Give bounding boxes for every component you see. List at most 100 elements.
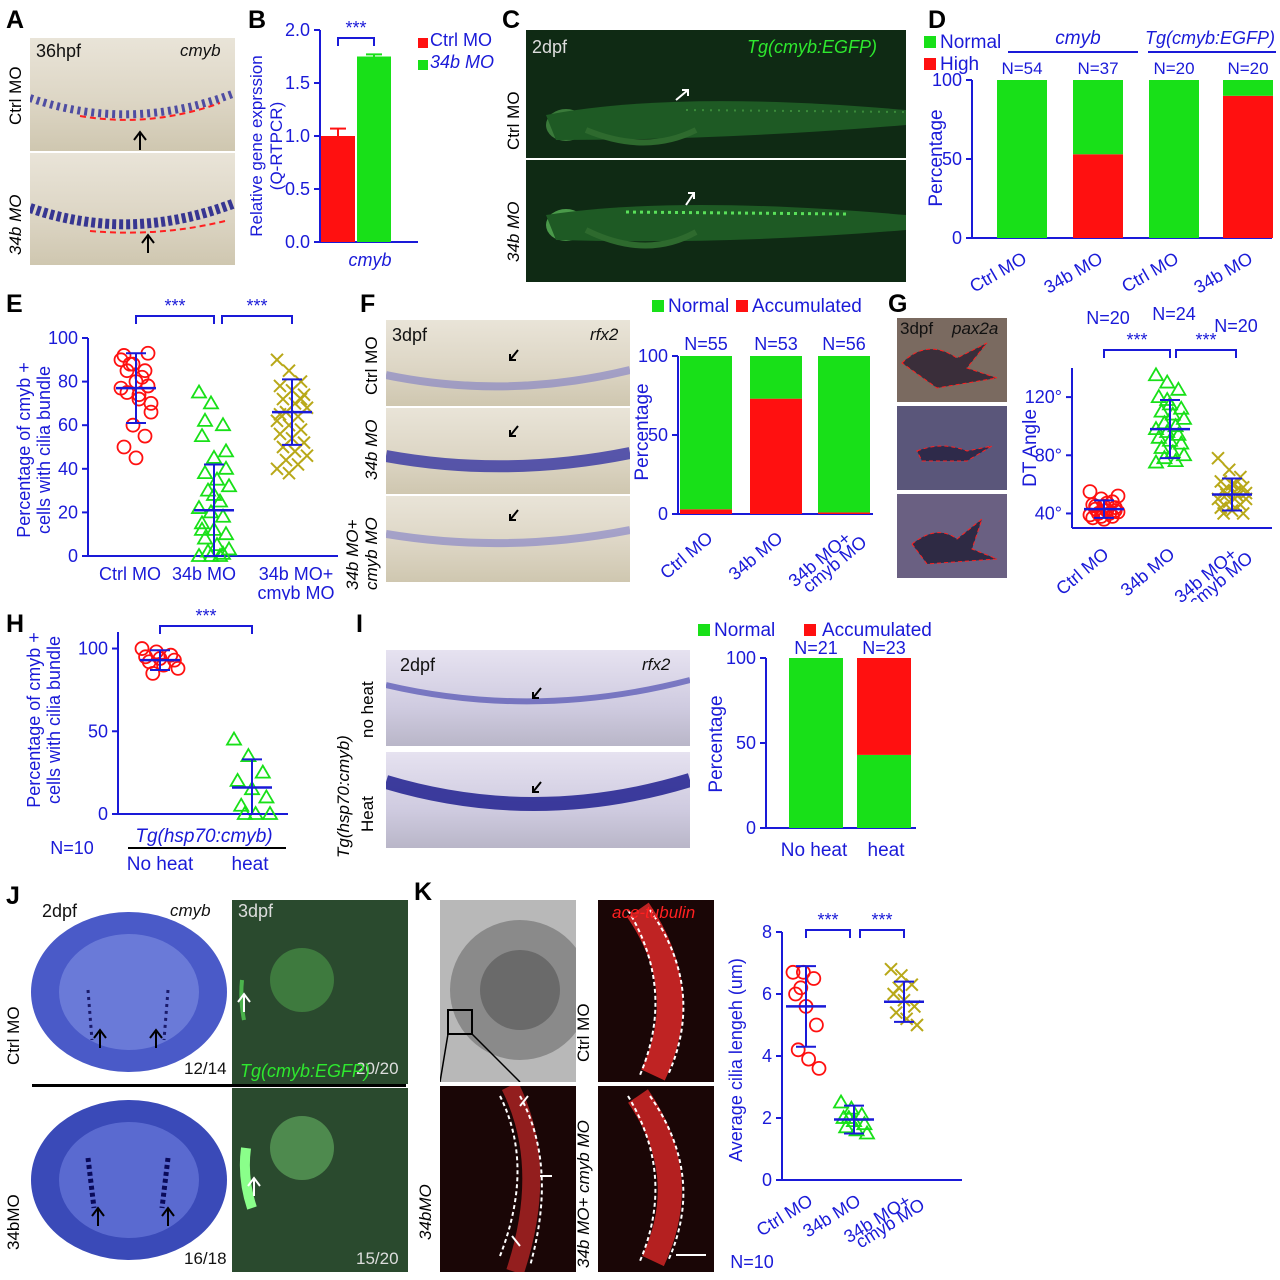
- c-transgene: Tg(cmyb:EGFP): [747, 37, 878, 57]
- k-ctrl-cilia: [627, 902, 685, 1081]
- g-point-1-0: [1147, 366, 1165, 382]
- e-point-1-28: [196, 412, 214, 427]
- f-gene: rfx2: [590, 325, 619, 344]
- image-a-ctrl: [30, 38, 235, 151]
- e-point-1-3: [193, 427, 211, 442]
- h-point-1-2: [254, 763, 272, 779]
- k-sig-0: ***: [817, 910, 838, 930]
- h-point-0-9: [145, 665, 161, 681]
- g-34b-stain: [916, 445, 993, 462]
- d-ylabel: Percentage: [926, 109, 947, 206]
- g-point-2-3: [1214, 474, 1228, 489]
- i-ytick-label-1: 50: [736, 733, 756, 753]
- e-point-0-12: [125, 417, 141, 433]
- e-point-1-14: [193, 514, 211, 530]
- image-a-34b: [30, 153, 235, 265]
- k-ytick-label-3: 6: [762, 984, 772, 1004]
- a-row-ctrl: Ctrl MO: [6, 66, 25, 125]
- j-ctrl-head: [31, 912, 227, 1072]
- chart-e: 0 20 40 60 80 100 *** *** Percentage of cmyb + ce…: [14, 296, 338, 600]
- e-point-2-0: [270, 353, 284, 367]
- d-legend-label-0: Normal: [940, 32, 1001, 53]
- d-n-label-0: N=54: [1001, 59, 1042, 78]
- d-xtick-2: Ctrl MO: [1118, 248, 1182, 296]
- i-bar-0-0: [789, 658, 843, 828]
- b-xlabel: cmyb: [348, 250, 391, 270]
- k-point-1-9: [840, 1109, 858, 1124]
- e-point-1-2: [214, 416, 232, 432]
- f-row-rescue: 34b MO+ cmyb MO: [343, 517, 381, 590]
- i-n-label-1: N=23: [862, 638, 906, 658]
- f-ctrl-stain: [386, 349, 630, 391]
- g-rescue-stain: [911, 517, 998, 565]
- g-point-1-6: [1153, 402, 1171, 418]
- e-point-2-22: [270, 462, 284, 476]
- e-xtick-1: 34b MO: [172, 564, 236, 584]
- i-legend-swatch-1: [804, 624, 816, 636]
- f-n-label-2: N=56: [822, 334, 866, 354]
- image-k-ctrl-tubulin: [598, 900, 714, 1082]
- d-xtick-0: Ctrl MO: [966, 248, 1030, 296]
- h-point-1-3: [229, 772, 247, 787]
- h-point-1-5: [257, 788, 275, 804]
- g-point-1-17: [1153, 439, 1171, 454]
- panel-label-b: B: [248, 6, 267, 34]
- e-point-2-6: [276, 392, 290, 406]
- image-j-34b-egfp: [232, 1088, 408, 1272]
- k-point-0-7: [801, 1051, 816, 1067]
- b-legend-swatch-1: [418, 60, 428, 70]
- k-point-0-5: [809, 1017, 824, 1033]
- i-stage: 2dpf: [400, 655, 436, 675]
- k-row-rescue: 34b MO+ cmyb MO: [574, 1120, 593, 1268]
- j-34b-head: [31, 1100, 227, 1260]
- h-point-0-8: [170, 661, 186, 676]
- e-point-2-3: [273, 379, 287, 393]
- h-point-1-0: [225, 730, 243, 746]
- d-n-label-3: N=20: [1227, 59, 1268, 78]
- b-ytick-label-4: 2.0: [285, 20, 310, 40]
- image-g-ctrl: [897, 318, 1007, 402]
- g-xtick-1: 34b MO: [1117, 544, 1179, 600]
- j-row-ctrl: Ctrl MO: [4, 1006, 23, 1065]
- panel-label-k: K: [414, 878, 433, 906]
- g-point-2-10: [1230, 489, 1245, 503]
- b-sig-bracket: [337, 37, 375, 46]
- i-n-label-0: N=21: [794, 638, 838, 658]
- g-point-1-8: [1175, 410, 1193, 425]
- g-point-2-16: [1236, 506, 1250, 521]
- panel-label-j: J: [6, 882, 20, 910]
- panel-label-g: G: [888, 290, 908, 318]
- f-ylabel: Percentage: [632, 383, 653, 480]
- e-point-0-13: [137, 428, 153, 444]
- c-stage: 2dpf: [532, 37, 568, 57]
- e-point-1-9: [199, 481, 217, 497]
- k-ytick-label-1: 2: [762, 1108, 772, 1128]
- chart-f: 0 50 100 Percentage Normal Accumulated N=55 N=5…: [632, 296, 873, 597]
- k-sig-0-bracket: [805, 929, 851, 938]
- j-count-3: 16/18: [184, 1249, 227, 1268]
- b-ytick-label-0: 0.0: [285, 232, 310, 252]
- e-point-1-8: [220, 477, 238, 493]
- h-ytick-label-1: 50: [88, 721, 108, 741]
- g-stage: 3dpf: [900, 319, 934, 338]
- g-point-1-14: [1150, 429, 1168, 444]
- k-point-0-6: [790, 1042, 806, 1058]
- j-count-4: 15/20: [356, 1249, 399, 1268]
- i-xtick-0: No heat: [781, 840, 848, 861]
- g-point-1-19: [1175, 446, 1193, 462]
- f-n-label-0: N=55: [684, 334, 728, 354]
- h-point-0-0: [134, 641, 150, 656]
- image-k-bright: [440, 900, 576, 1082]
- d-xtick-1: 34b MO: [1041, 248, 1106, 296]
- k-ylabel: Average cilia lengeh (um): [726, 958, 746, 1162]
- e-point-1-5: [217, 460, 235, 475]
- f-ytick-label-1: 50: [648, 425, 668, 445]
- f-row-34b: 34b MO: [362, 419, 381, 480]
- b-legend-label-0: Ctrl MO: [430, 30, 492, 50]
- i-bar-1-0: [857, 754, 911, 828]
- f-bar-1-1: [750, 356, 802, 399]
- k-ytick-label-2: 4: [762, 1046, 772, 1066]
- e-xtick-2-l1: cmyb MO: [257, 583, 334, 600]
- f-xtick-1: 34b MO: [725, 528, 787, 584]
